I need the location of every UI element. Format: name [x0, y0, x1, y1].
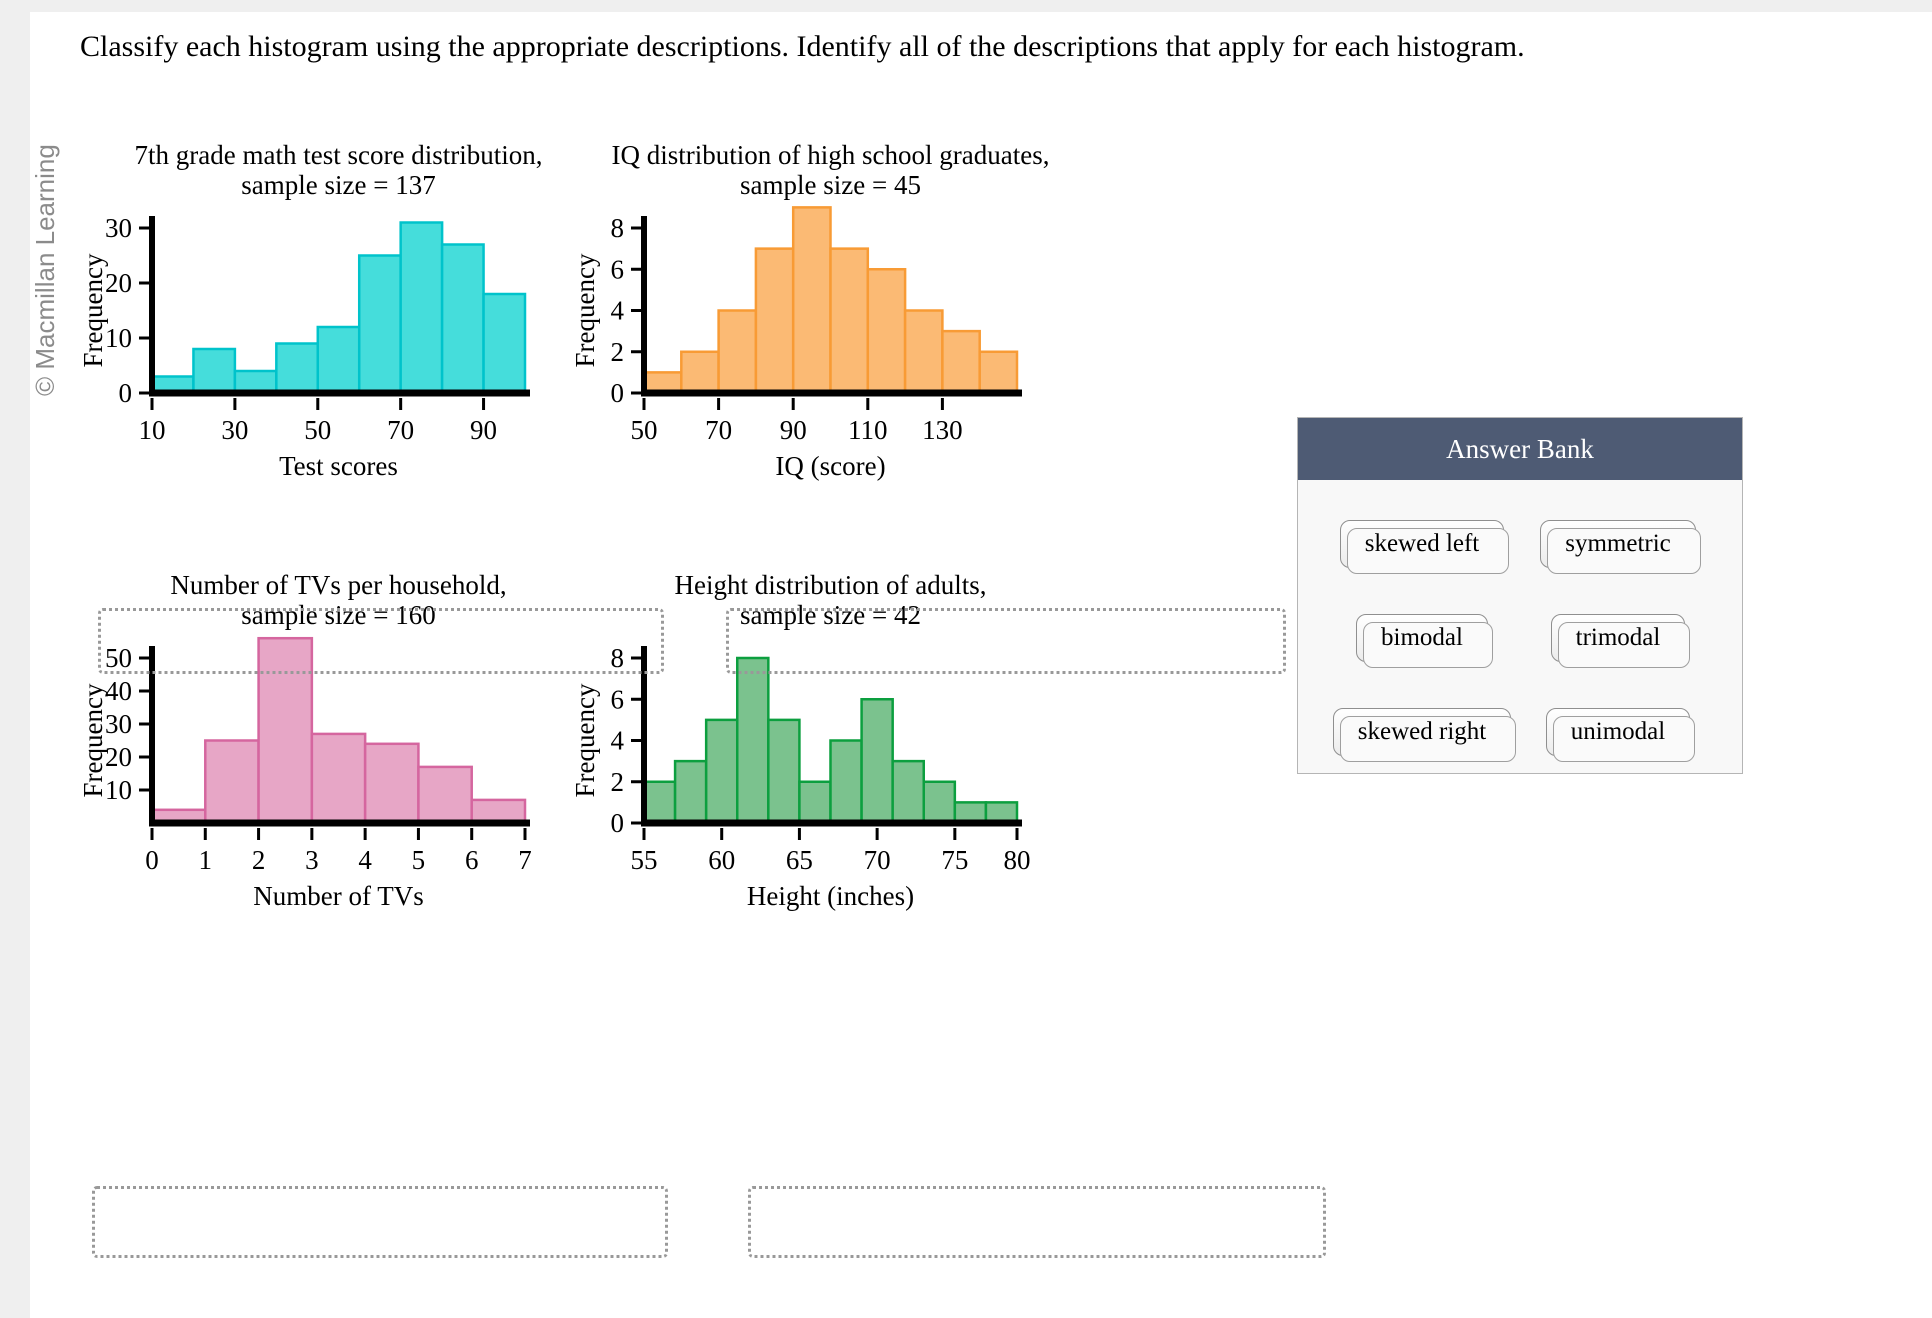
answer-chip-symmetric[interactable]: symmetric [1540, 520, 1701, 574]
svg-text:0: 0 [611, 378, 625, 408]
svg-text:60: 60 [708, 845, 735, 875]
svg-text:10: 10 [105, 323, 132, 353]
svg-text:110: 110 [848, 415, 888, 445]
svg-text:0: 0 [119, 378, 133, 408]
answer-chip-skewed-right[interactable]: skewed right [1332, 708, 1517, 762]
copyright-watermark: © Macmillan Learning [30, 144, 60, 396]
svg-text:2: 2 [611, 767, 625, 797]
answer-bank-title: Answer Bank [1298, 418, 1742, 480]
svg-text:Frequency: Frequency [572, 683, 600, 797]
svg-text:IQ distribution of high school: IQ distribution of high school graduates… [612, 140, 1050, 170]
svg-text:6: 6 [611, 684, 625, 714]
answer-chip-trimodal[interactable]: trimodal [1550, 614, 1691, 668]
svg-text:20: 20 [105, 268, 132, 298]
svg-text:6: 6 [465, 845, 479, 875]
svg-text:5: 5 [412, 845, 426, 875]
answer-chip-bimodal[interactable]: bimodal [1356, 614, 1493, 668]
svg-text:Test scores: Test scores [279, 451, 398, 481]
svg-text:55: 55 [631, 845, 658, 875]
histogram-tvs: 0 1 2 3 4 5 6 7 10 20 30 40 50 Number of TVs per hous… [80, 568, 620, 920]
svg-text:7th grade math test score dist: 7th grade math test score distribution, [135, 140, 543, 170]
answer-drop-zone-iq[interactable] [726, 608, 1286, 674]
svg-text:4: 4 [611, 296, 625, 326]
svg-text:75: 75 [941, 845, 968, 875]
svg-text:50: 50 [631, 415, 658, 445]
svg-text:1: 1 [199, 845, 213, 875]
svg-text:Frequency: Frequency [80, 683, 108, 797]
svg-text:50: 50 [304, 415, 331, 445]
svg-text:Height distribution of adults,: Height distribution of adults, [675, 570, 987, 600]
svg-text:130: 130 [922, 415, 963, 445]
svg-text:sample size = 137: sample size = 137 [241, 170, 435, 200]
svg-text:Frequency: Frequency [80, 253, 108, 367]
svg-text:70: 70 [864, 845, 891, 875]
answer-chip-unimodal[interactable]: unimodal [1545, 708, 1696, 762]
svg-text:Height (inches): Height (inches) [747, 881, 914, 911]
svg-text:10: 10 [139, 415, 166, 445]
svg-text:80: 80 [1004, 845, 1031, 875]
svg-text:7: 7 [518, 845, 532, 875]
svg-text:6: 6 [611, 254, 625, 284]
svg-text:Number of TVs per household,: Number of TVs per household, [170, 570, 506, 600]
svg-text:IQ (score): IQ (score) [775, 451, 885, 481]
svg-text:sample size = 42: sample size = 42 [740, 600, 921, 630]
svg-text:sample size = 45: sample size = 45 [740, 170, 921, 200]
svg-text:sample size = 160: sample size = 160 [241, 600, 435, 630]
answer-drop-zone-tvs[interactable] [92, 1186, 668, 1258]
svg-text:70: 70 [705, 415, 732, 445]
svg-text:0: 0 [145, 845, 159, 875]
svg-text:Number of TVs: Number of TVs [253, 881, 423, 911]
svg-text:30: 30 [105, 709, 132, 739]
svg-text:4: 4 [611, 726, 625, 756]
answer-bank: Answer Bank skewed left symmetric bimodal t… [1297, 417, 1743, 774]
histogram-test-scores: 10 30 50 70 90 0 10 20 30 7th grade math test sco… [80, 138, 620, 490]
svg-text:50: 50 [105, 643, 132, 673]
svg-text:30: 30 [105, 213, 132, 243]
svg-text:4: 4 [358, 845, 372, 875]
svg-text:20: 20 [105, 742, 132, 772]
svg-text:2: 2 [611, 337, 625, 367]
svg-text:2: 2 [252, 845, 265, 875]
svg-text:90: 90 [470, 415, 497, 445]
svg-text:Frequency: Frequency [572, 253, 600, 367]
svg-text:8: 8 [611, 213, 625, 243]
answer-chip-skewed-left[interactable]: skewed left [1339, 520, 1509, 574]
answer-bank-options: skewed left symmetric bimodal trimodal skewe… [1298, 480, 1742, 762]
svg-text:65: 65 [786, 845, 813, 875]
answer-drop-zone-test-scores[interactable] [98, 608, 664, 674]
svg-text:0: 0 [611, 808, 625, 838]
svg-text:90: 90 [780, 415, 807, 445]
question-prompt: Classify each histogram using the approp… [80, 30, 1525, 63]
svg-text:8: 8 [611, 643, 625, 673]
histogram-iq: 50 70 90 110 130 0 2 4 6 8 IQ distribution of high… [572, 138, 1112, 490]
answer-drop-zone-heights[interactable] [748, 1186, 1326, 1258]
svg-text:70: 70 [387, 415, 414, 445]
svg-text:30: 30 [221, 415, 248, 445]
svg-text:3: 3 [305, 845, 319, 875]
svg-text:40: 40 [105, 676, 132, 706]
histogram-heights: 55 60 65 70 75 80 0 2 4 6 8 Height distribution of … [572, 568, 1112, 920]
svg-text:10: 10 [105, 775, 132, 805]
